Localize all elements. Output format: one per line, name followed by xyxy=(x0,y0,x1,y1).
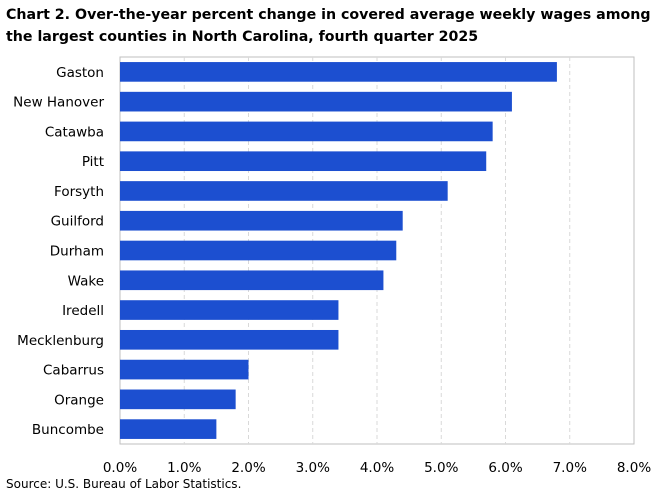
bar-gaston xyxy=(120,62,557,82)
grid-lines xyxy=(183,57,571,444)
bar-durham xyxy=(120,240,397,261)
bar-iredell xyxy=(120,300,339,320)
x-tick-label: 2.0% xyxy=(231,460,265,476)
category-label: Buncombe xyxy=(32,422,104,438)
category-label: Catawba xyxy=(45,124,104,140)
bar-forsyth xyxy=(120,181,448,201)
category-label: Cabarrus xyxy=(43,363,104,379)
x-tick-label: 1.0% xyxy=(167,460,201,476)
category-label: New Hanover xyxy=(13,95,104,111)
category-label: Gaston xyxy=(56,65,104,81)
bar-new-hanover xyxy=(120,91,512,112)
bar-orange xyxy=(120,389,236,410)
category-label: Pitt xyxy=(82,154,104,170)
category-label: Mecklenburg xyxy=(17,333,104,349)
source-note: Source: U.S. Bureau of Labor Statistics. xyxy=(6,477,242,491)
bar-cabarrus xyxy=(120,359,249,380)
bars xyxy=(120,62,557,439)
category-label: Wake xyxy=(68,273,104,289)
bar-buncombe xyxy=(120,419,217,439)
x-tick-label: 0.0% xyxy=(103,460,137,476)
category-label: Orange xyxy=(54,392,104,408)
x-tick-label: 4.0% xyxy=(360,460,394,476)
x-tick-label: 8.0% xyxy=(617,460,651,476)
x-axis-ticks: 0.0% 1.0% 2.0% 3.0% 4.0% 5.0% 6.0% 7.0% 8.0% xyxy=(103,460,651,476)
category-label: Iredell xyxy=(62,303,104,319)
bar-catawba xyxy=(120,121,493,142)
category-label: Durham xyxy=(50,244,104,260)
category-label: Forsyth xyxy=(54,184,104,200)
category-label: Guilford xyxy=(51,214,104,230)
x-tick-label: 3.0% xyxy=(296,460,330,476)
bar-guilford xyxy=(120,210,403,231)
bar-pitt xyxy=(120,151,487,172)
x-tick-label: 5.0% xyxy=(424,460,458,476)
x-tick-label: 7.0% xyxy=(553,460,587,476)
x-tick-label: 6.0% xyxy=(488,460,522,476)
category-labels: Gaston New Hanover Catawba Pitt Forsyth Guilf… xyxy=(13,65,104,438)
bar-wake xyxy=(120,270,384,291)
chart-title: Chart 2. Over-the-year percent change in… xyxy=(6,7,651,45)
bar-mecklenburg xyxy=(120,329,339,350)
